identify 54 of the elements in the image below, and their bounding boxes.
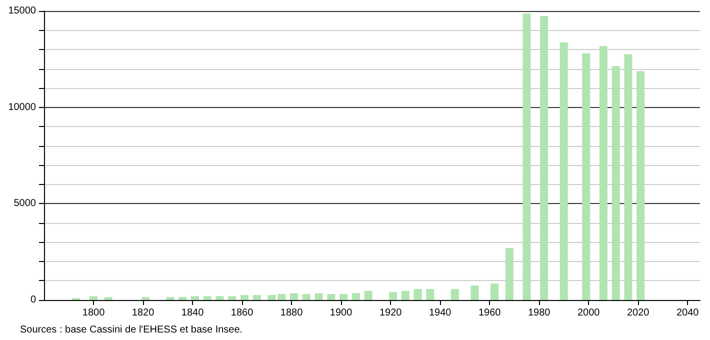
bar (314, 293, 323, 300)
x-tick-label: 1900 (330, 308, 353, 318)
x-tick-label: 2040 (676, 308, 700, 318)
bar (302, 294, 310, 300)
bar (178, 296, 187, 300)
bar (364, 290, 372, 300)
bar (426, 289, 434, 300)
bar (327, 294, 336, 300)
x-tick-label: 1840 (181, 308, 204, 318)
bar (141, 297, 150, 300)
y-tick-label: 15000 (8, 6, 36, 16)
x-tick-label: 1960 (478, 308, 502, 318)
bar (560, 42, 568, 300)
x-tick-label: 1920 (379, 308, 402, 318)
bar (203, 296, 212, 300)
bar (414, 289, 422, 300)
bar (352, 293, 360, 300)
bar (278, 294, 286, 300)
bar (191, 296, 200, 300)
bar (104, 297, 112, 300)
bar (505, 248, 514, 300)
y-tick-label: 5000 (14, 198, 36, 210)
x-tick-label: 2000 (577, 308, 600, 318)
bar (166, 297, 174, 300)
bar (582, 53, 590, 300)
bar (389, 292, 398, 300)
bar (540, 16, 548, 300)
bar (450, 289, 459, 300)
bar (90, 296, 98, 300)
bar (268, 294, 276, 300)
bar (490, 284, 499, 300)
bar (240, 294, 249, 300)
bar (636, 71, 645, 300)
bar (252, 294, 261, 300)
x-tick-label: 1980 (528, 308, 551, 318)
bar (228, 296, 236, 300)
y-tick-label: 10000 (8, 102, 36, 113)
x-tick-label: 1800 (82, 308, 106, 318)
bar (612, 66, 620, 300)
bar (599, 46, 608, 300)
bar (401, 290, 410, 300)
y-tick-label: 0 (30, 294, 36, 306)
x-tick-label: 2020 (626, 308, 650, 318)
bar (216, 296, 224, 300)
source-note: Sources : base Cassini de l'EHESS et base Insee. (20, 324, 243, 336)
bar (470, 286, 479, 300)
bar (624, 54, 632, 300)
bar (290, 293, 298, 300)
bar (522, 14, 531, 300)
x-tick-label: 1940 (428, 308, 452, 318)
bar (340, 294, 348, 300)
x-tick-label: 1880 (280, 308, 304, 318)
x-tick-label: 1860 (230, 308, 254, 318)
x-tick-label: 1820 (132, 308, 155, 318)
